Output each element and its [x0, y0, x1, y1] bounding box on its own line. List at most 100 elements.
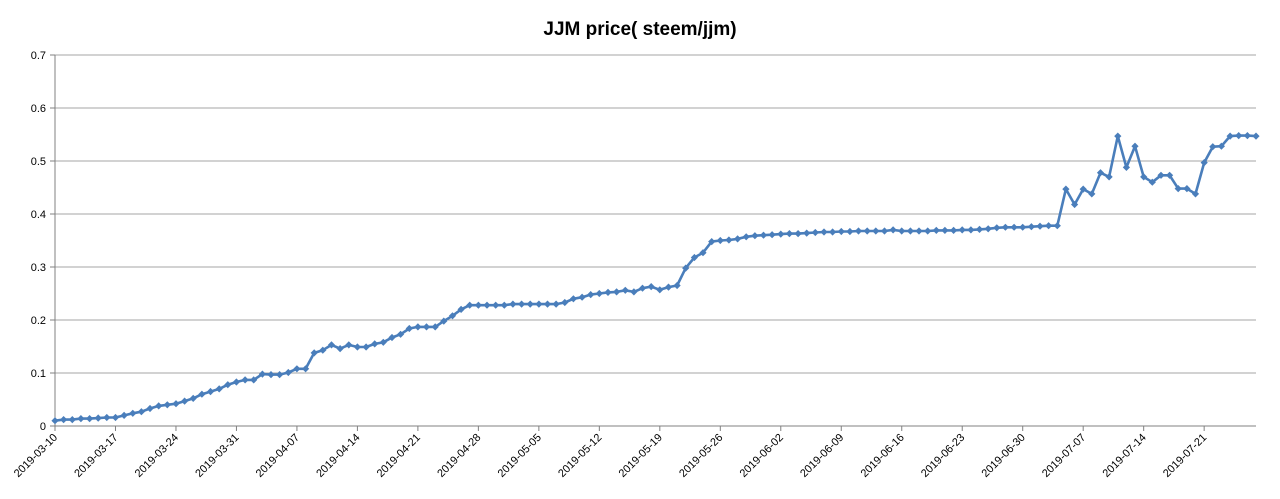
- data-point: [129, 409, 137, 417]
- data-point: [1200, 159, 1208, 167]
- data-point: [353, 343, 361, 351]
- data-point: [362, 343, 370, 351]
- data-point: [457, 305, 465, 313]
- data-point: [716, 236, 724, 245]
- data-point: [708, 238, 716, 246]
- data-point: [889, 226, 897, 234]
- data-point: [673, 281, 681, 290]
- data-point: [984, 225, 992, 233]
- data-point: [232, 378, 240, 386]
- data-point: [319, 346, 327, 354]
- data-point: [258, 370, 266, 378]
- series-jjm-price: [51, 132, 1260, 425]
- data-point: [552, 300, 560, 308]
- data-point: [302, 365, 310, 373]
- data-point: [846, 227, 854, 236]
- data-point: [60, 416, 68, 424]
- data-point: [915, 227, 923, 235]
- data-point: [751, 232, 759, 240]
- data-point: [1001, 223, 1009, 231]
- data-point: [198, 390, 206, 398]
- data-point: [371, 340, 379, 348]
- y-tick-label: 0: [40, 421, 46, 433]
- data-point: [94, 414, 102, 422]
- y-tick-label: 0.1: [31, 368, 46, 380]
- data-point: [310, 349, 318, 357]
- data-point: [1157, 171, 1165, 179]
- data-point: [595, 289, 603, 298]
- data-point: [1053, 222, 1061, 230]
- data-point: [440, 317, 448, 325]
- data-point: [604, 288, 612, 296]
- data-point: [803, 229, 811, 237]
- y-tick-label: 0.4: [31, 209, 46, 221]
- data-point: [181, 397, 189, 405]
- data-point: [656, 286, 664, 294]
- data-point: [215, 385, 223, 393]
- data-point: [699, 249, 707, 257]
- data-point: [561, 298, 569, 307]
- data-point: [474, 301, 482, 309]
- data-point: [837, 227, 845, 236]
- data-point: [1148, 178, 1156, 186]
- data-point: [163, 401, 171, 409]
- data-point: [155, 402, 163, 410]
- data-point: [241, 376, 249, 384]
- data-point: [327, 341, 336, 349]
- data-point: [120, 411, 128, 419]
- data-point: [1235, 132, 1243, 140]
- data-point: [1131, 142, 1139, 150]
- data-point: [690, 253, 698, 262]
- data-point: [630, 288, 638, 296]
- data-point: [759, 231, 768, 239]
- data-point: [1027, 223, 1035, 231]
- data-point: [1183, 185, 1191, 193]
- data-point: [578, 293, 586, 301]
- data-point: [1105, 173, 1113, 181]
- data-point: [569, 295, 577, 303]
- y-tick-labels: 0 0.1 0.2 0.3 0.4 0.5 0.6 0.7: [31, 50, 46, 433]
- data-point: [1045, 222, 1053, 230]
- data-point: [293, 365, 301, 373]
- data-point: [734, 235, 742, 243]
- data-point: [500, 301, 508, 309]
- data-point: [1252, 132, 1260, 140]
- data-point: [777, 230, 785, 238]
- data-point: [664, 283, 673, 291]
- data-point: [854, 227, 863, 235]
- data-point: [587, 291, 595, 299]
- data-point: [509, 300, 517, 308]
- data-point: [811, 228, 819, 237]
- data-point: [431, 323, 439, 331]
- y-tick-label: 0.3: [31, 262, 46, 274]
- y-tick-label: 0.7: [31, 50, 46, 62]
- data-point: [111, 413, 120, 422]
- data-point: [466, 301, 474, 309]
- data-point: [1243, 132, 1251, 140]
- data-point: [189, 394, 197, 402]
- data-point: [1062, 185, 1070, 193]
- chart-title: JJM price( steem/jjm): [543, 19, 736, 40]
- data-point: [613, 288, 621, 296]
- data-point: [284, 368, 292, 377]
- data-point: [1217, 142, 1225, 150]
- data-point: [405, 324, 413, 333]
- data-point: [742, 233, 750, 241]
- data-point: [483, 301, 491, 309]
- data-point: [77, 415, 85, 423]
- data-point: [518, 300, 526, 308]
- data-point: [906, 227, 914, 235]
- data-point: [785, 230, 793, 238]
- data-point: [1114, 132, 1122, 140]
- data-point: [543, 300, 552, 308]
- data-point: [932, 226, 940, 234]
- data-point: [388, 333, 396, 342]
- data-point: [68, 416, 76, 424]
- data-point: [1209, 143, 1217, 151]
- data-point: [958, 226, 966, 234]
- data-point: [1010, 223, 1018, 231]
- axes: [50, 54, 1256, 431]
- data-point: [379, 338, 387, 346]
